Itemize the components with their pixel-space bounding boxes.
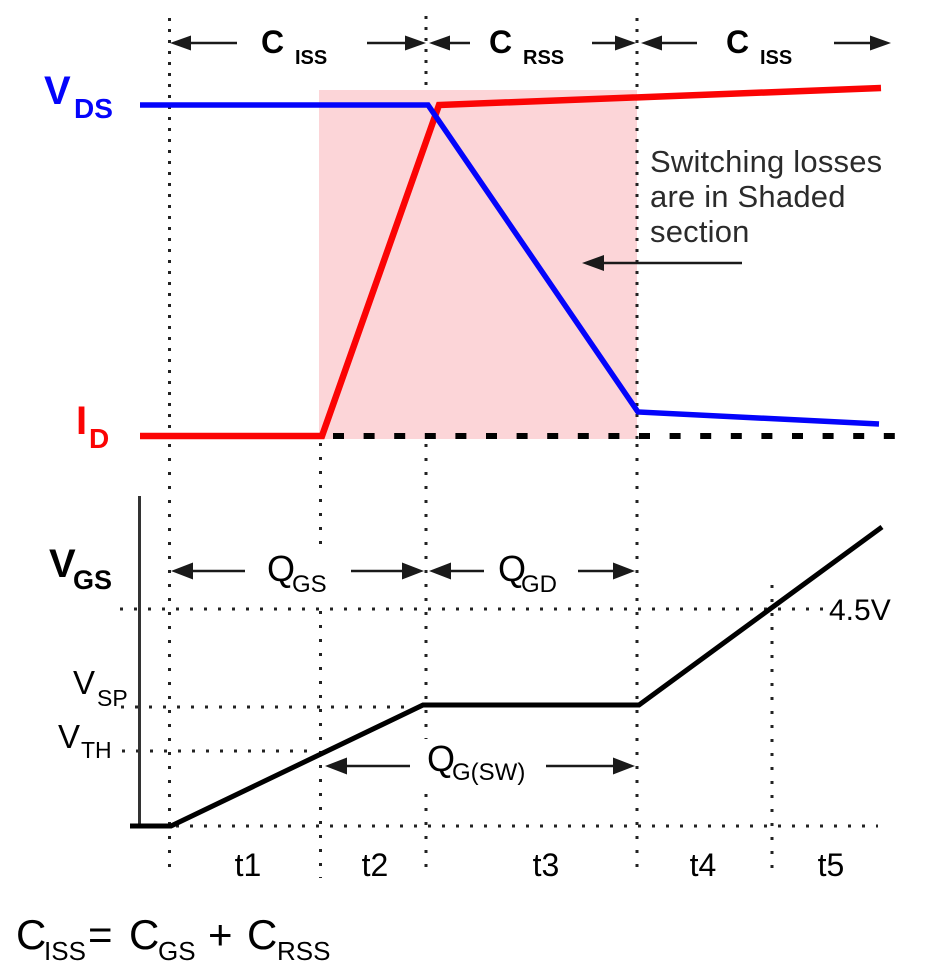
svg-text:ISS: ISS	[44, 936, 86, 964]
svg-text:V: V	[49, 542, 76, 586]
svg-text:D: D	[89, 423, 109, 454]
svg-text:=: =	[88, 911, 113, 958]
svg-text:t3: t3	[533, 847, 560, 883]
svg-text:RSS: RSS	[277, 936, 330, 964]
svg-text:DS: DS	[74, 93, 113, 124]
svg-text:GS: GS	[292, 571, 327, 598]
svg-text:V: V	[58, 718, 80, 755]
svg-text:GS: GS	[73, 565, 112, 595]
svg-text:are in Shaded: are in Shaded	[650, 179, 846, 214]
svg-text:Q: Q	[498, 548, 526, 589]
svg-text:C: C	[16, 911, 46, 958]
svg-text:C: C	[129, 911, 159, 958]
svg-text:Q: Q	[267, 548, 295, 589]
svg-text:+: +	[208, 911, 233, 958]
svg-text:I: I	[76, 399, 87, 443]
svg-text:t5: t5	[818, 847, 845, 883]
svg-text:RSS: RSS	[523, 47, 564, 69]
svg-text:t2: t2	[362, 847, 389, 883]
svg-text:section: section	[650, 214, 750, 249]
svg-text:C: C	[726, 24, 749, 60]
svg-text:C: C	[261, 24, 284, 60]
svg-text:t4: t4	[690, 847, 717, 883]
svg-text:t1: t1	[235, 847, 262, 883]
svg-text:C: C	[247, 911, 277, 958]
svg-text:TH: TH	[81, 737, 112, 763]
svg-text:C: C	[489, 24, 512, 60]
svg-text:GS: GS	[158, 936, 196, 964]
svg-text:V: V	[44, 69, 71, 113]
svg-text:Switching losses: Switching losses	[650, 144, 882, 179]
svg-text:SP: SP	[97, 685, 128, 711]
svg-text:ISS: ISS	[295, 47, 327, 69]
svg-text:4.5V: 4.5V	[829, 594, 891, 627]
svg-text:G(SW): G(SW)	[452, 759, 525, 786]
svg-text:Q: Q	[427, 738, 455, 779]
svg-text:V: V	[73, 664, 95, 701]
svg-text:ISS: ISS	[760, 47, 792, 69]
svg-text:GD: GD	[521, 571, 557, 598]
